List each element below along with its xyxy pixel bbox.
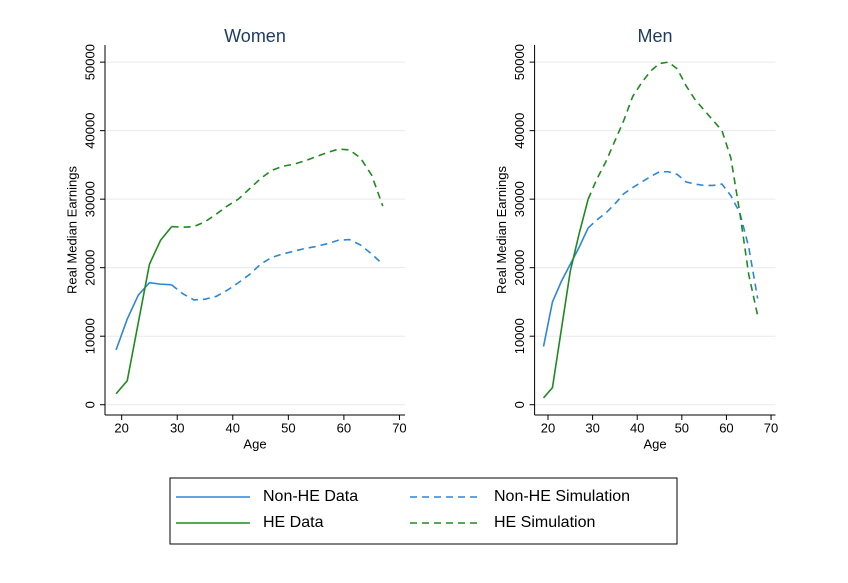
- x-tick-label: 60: [719, 420, 733, 435]
- y-tick-label: 10000: [512, 318, 527, 354]
- legend-label: Non-HE Data: [263, 488, 358, 505]
- y-tick-label: 40000: [82, 113, 97, 149]
- x-tick-label: 20: [114, 420, 128, 435]
- y-tick-label: 30000: [82, 181, 97, 217]
- x-tick-label: 70: [392, 420, 406, 435]
- y-tick-label: 50000: [82, 44, 97, 80]
- series-line: [115, 281, 172, 351]
- y-tick-label: 30000: [512, 181, 527, 217]
- x-tick-label: 20: [541, 420, 555, 435]
- y-tick-label: 0: [512, 401, 527, 408]
- y-tick-label: 40000: [512, 113, 527, 149]
- y-tick-label: 20000: [512, 250, 527, 286]
- x-tick-label: 50: [281, 420, 295, 435]
- y-axis-label: Real Median Earnings: [494, 166, 509, 294]
- x-tick-label: 40: [226, 420, 240, 435]
- series-line: [171, 148, 384, 229]
- series-line: [587, 170, 759, 299]
- y-axis-label: Real Median Earnings: [64, 166, 79, 294]
- legend-box: [169, 477, 678, 545]
- series-line: [542, 227, 589, 347]
- series-line: [171, 238, 384, 301]
- x-tick-label: 50: [675, 420, 689, 435]
- x-axis-label: Age: [643, 436, 666, 451]
- x-tick-label: 30: [170, 420, 184, 435]
- x-tick-label: 70: [764, 420, 778, 435]
- y-tick-label: 50000: [512, 44, 527, 80]
- x-tick-label: 40: [630, 420, 644, 435]
- legend-label: HE Simulation: [494, 514, 595, 531]
- y-tick-label: 0: [82, 401, 97, 408]
- x-tick-label: 30: [585, 420, 599, 435]
- chart-title: Women: [224, 26, 286, 46]
- x-tick-label: 60: [337, 420, 351, 435]
- legend-label: Non-HE Simulation: [494, 488, 630, 505]
- x-axis-label: Age: [243, 436, 266, 451]
- series-line: [587, 61, 759, 316]
- y-tick-label: 20000: [82, 250, 97, 286]
- legend-label: HE Data: [263, 514, 324, 531]
- y-tick-label: 10000: [82, 318, 97, 354]
- series-line: [542, 198, 589, 399]
- series-line: [115, 226, 173, 395]
- chart-title: Men: [638, 26, 673, 46]
